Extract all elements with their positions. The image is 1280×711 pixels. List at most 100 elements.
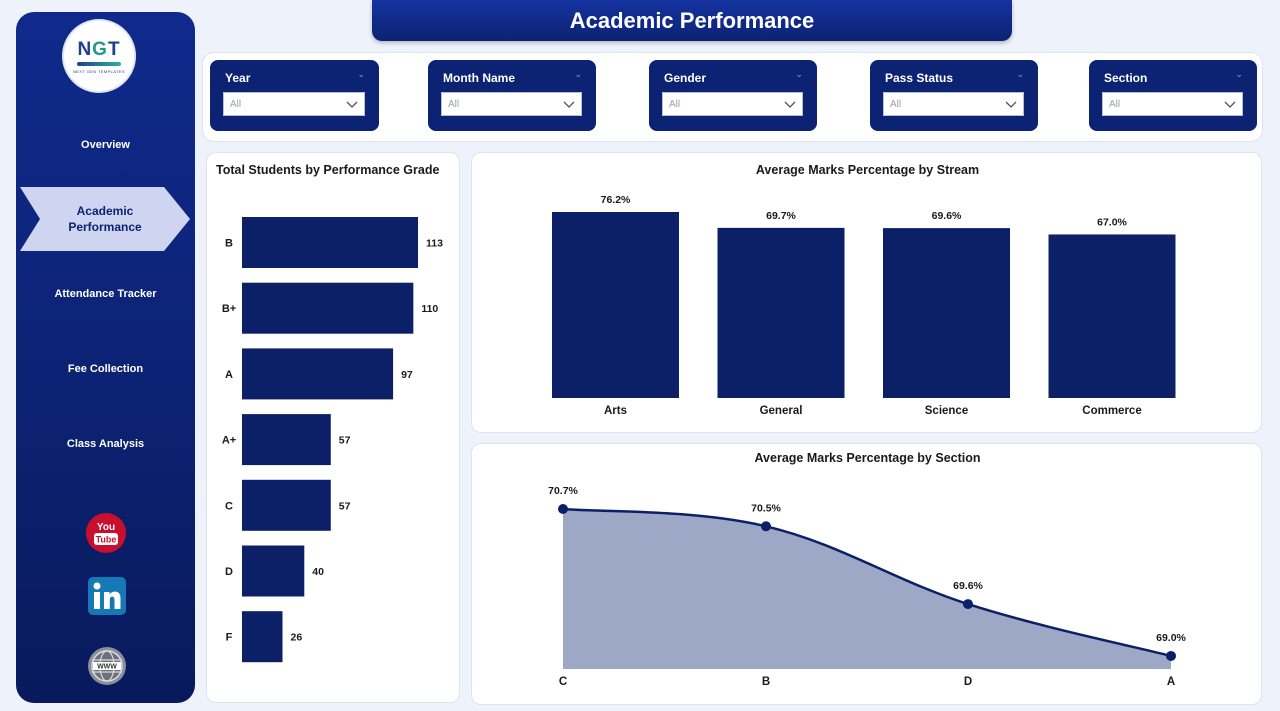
linkedin-icon[interactable] (87, 576, 127, 616)
section-dropdown[interactable]: All (1102, 92, 1243, 116)
section-slicer: Section ⌄ All (1089, 60, 1257, 131)
section-data-label: 69.0% (1156, 632, 1186, 644)
grade-bar[interactable] (242, 348, 394, 400)
pass-status-dropdown[interactable]: All (883, 92, 1024, 116)
stream-bar[interactable] (552, 212, 679, 398)
year-slicer: Year ⌄ All (210, 60, 379, 131)
stream-category-label: General (760, 405, 803, 417)
grade-chart-card: Total Students by Performance Grade B 113… (206, 152, 460, 703)
slicer-title: Section (1104, 71, 1148, 85)
chevron-down-icon (1005, 101, 1017, 108)
stream-category-label: Commerce (1082, 405, 1141, 417)
grade-data-label: 40 (312, 566, 324, 578)
logo-swoosh (77, 61, 121, 66)
section-area-chart: 70.7% C 70.5% B 69.6% D 69.0% A (548, 485, 1186, 688)
slicer-title: Year (225, 71, 251, 85)
chevron-down-icon[interactable]: ⌄ (574, 69, 582, 79)
year-dropdown[interactable]: All (223, 92, 365, 116)
section-chart-card: Average Marks Percentage by Section 70.7… (471, 443, 1262, 705)
grade-category-label: F (226, 632, 233, 644)
chevron-down-icon[interactable]: ⌄ (1235, 69, 1243, 79)
logo-subtitle: NEXT GEN TEMPLATES (72, 68, 126, 74)
stream-bar[interactable] (1048, 234, 1176, 398)
svg-text:Tube: Tube (96, 535, 117, 545)
grade-bar[interactable] (242, 414, 331, 466)
grade-bar[interactable] (242, 611, 283, 663)
section-category-label: C (559, 676, 567, 688)
nav-label-line1: Academic (76, 204, 134, 218)
section-point[interactable] (963, 599, 973, 610)
section-data-label: 69.6% (953, 580, 983, 592)
nav-item-label: Class Analysis (66, 438, 145, 450)
slicer-title: Month Name (443, 71, 515, 85)
stream-data-label: 69.6% (932, 210, 962, 222)
chevron-down-icon[interactable]: ⌄ (357, 69, 365, 79)
grade-category-label: B (225, 238, 233, 250)
nav-item-class-analysis[interactable]: Class Analysis (16, 438, 195, 450)
nav-label-line2: Performance (68, 220, 142, 234)
stream-category-label: Science (925, 405, 968, 417)
month-name-dropdown[interactable]: All (441, 92, 582, 116)
dropdown-value: All (448, 99, 460, 110)
section-category-label: D (964, 676, 972, 688)
svg-text:You: You (97, 522, 115, 533)
chevron-down-icon (346, 101, 358, 108)
section-line (562, 507, 1172, 658)
sidebar: NGT NEXT GEN TEMPLATES Overview Academic… (16, 12, 195, 703)
grade-data-label: 110 (421, 303, 438, 315)
grade-bar[interactable] (242, 217, 418, 268)
month-name-slicer: Month Name ⌄ All (428, 60, 596, 131)
stream-data-label: 76.2% (601, 194, 631, 206)
grade-data-label: 57 (339, 500, 351, 512)
grade-category-label: A (225, 369, 233, 381)
active-nav-arrow (20, 187, 190, 251)
section-data-label: 70.5% (751, 502, 781, 514)
dropdown-value: All (1109, 99, 1121, 110)
grade-data-label: 113 (426, 238, 443, 250)
chevron-down-icon (563, 101, 575, 108)
gender-slicer: Gender ⌄ All (649, 60, 817, 131)
grade-category-label: C (225, 500, 233, 512)
nav-item-academic-performance[interactable]: Academic Performance (20, 187, 190, 251)
grade-data-label: 26 (290, 632, 302, 644)
section-data-label: 70.7% (548, 485, 578, 497)
nav-item-fee-collection[interactable]: Fee Collection (16, 363, 195, 375)
slicer-title: Gender (664, 71, 707, 85)
section-point[interactable] (761, 521, 771, 532)
grade-bar[interactable] (242, 282, 414, 334)
nav-item-attendance-tracker[interactable]: Attendance Tracker (16, 288, 195, 300)
grade-data-label: 97 (401, 369, 413, 381)
section-category-label: A (1167, 676, 1175, 688)
filter-bar: Year ⌄ All Month Name ⌄ All Gender ⌄ All… (202, 52, 1263, 142)
chevron-down-icon[interactable]: ⌄ (1016, 69, 1024, 79)
chart-title: Average Marks Percentage by Stream (755, 163, 980, 177)
section-point[interactable] (1166, 650, 1176, 661)
youtube-icon[interactable]: You Tube (86, 513, 126, 553)
stream-category-label: Arts (604, 405, 627, 417)
website-globe-icon[interactable]: WWW (87, 646, 127, 686)
page-header: Academic Performance (372, 0, 1012, 41)
pass-status-slicer: Pass Status ⌄ All (870, 60, 1038, 131)
svg-text:WWW: WWW (97, 664, 117, 671)
grade-data-label: 57 (339, 435, 351, 447)
stream-bar[interactable] (717, 227, 845, 398)
chevron-down-icon[interactable]: ⌄ (795, 69, 803, 79)
grade-bar-chart: B 113 B+ 110 A 97 A+ 57 C 57 D 40 F 26 (222, 217, 443, 663)
company-logo[interactable]: NGT NEXT GEN TEMPLATES (64, 21, 134, 91)
grade-category-label: B+ (222, 303, 236, 315)
dropdown-value: All (230, 99, 242, 110)
stream-chart-card: Average Marks Percentage by Stream 76.2%… (471, 152, 1262, 433)
grade-bar[interactable] (242, 545, 305, 597)
chart-title: Total Students by Performance Grade (216, 163, 440, 177)
chevron-down-icon (1224, 101, 1236, 108)
grade-bar[interactable] (242, 479, 331, 531)
nav-item-label: Attendance Tracker (54, 288, 157, 300)
stream-bar[interactable] (883, 228, 1010, 398)
gender-dropdown[interactable]: All (662, 92, 803, 116)
nav-item-label: Overview (81, 139, 130, 151)
section-point[interactable] (558, 504, 568, 514)
page-title: Academic Performance (569, 7, 815, 33)
nav-item-overview[interactable]: Overview (16, 139, 195, 151)
logo-text: NGT (77, 38, 121, 60)
dropdown-value: All (890, 99, 902, 110)
